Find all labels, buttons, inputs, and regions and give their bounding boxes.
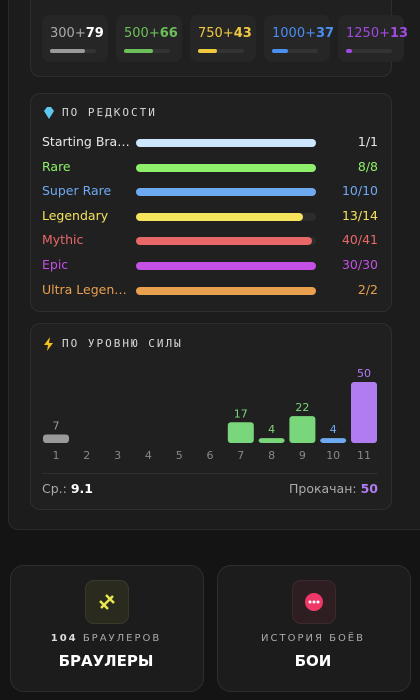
tier-track	[198, 49, 244, 53]
maxed-label: Прокачан:	[288, 481, 357, 496]
x-tick-label: 9	[299, 449, 306, 462]
divider	[42, 473, 378, 474]
x-tick-label: 2	[83, 449, 90, 462]
rarity-label: 8/8	[357, 158, 378, 174]
tier-count: 13	[389, 26, 409, 41]
rarity-label: 13/14	[341, 207, 378, 223]
avg: Ср.: 9.1	[42, 481, 93, 496]
rarity-bar	[136, 286, 316, 295]
x-tick-label: 1	[53, 449, 60, 462]
tier-name: 1000+	[272, 26, 316, 41]
brawlers-title: БРАУЛЕРЫ	[58, 652, 154, 670]
rarity-bar	[136, 262, 316, 270]
avg-label: Ср.:	[42, 481, 67, 496]
tier-text: 1250+13	[346, 26, 408, 41]
power-title: ПО УРОВНЮ СИЛЫ	[62, 337, 183, 350]
rarity-card	[30, 93, 392, 312]
rarity-bar	[136, 212, 304, 221]
x-tick-label: 4	[145, 449, 152, 462]
tier-name: 500+	[124, 26, 160, 41]
brawlers-count: 104	[50, 633, 78, 644]
maxed-value: 50	[360, 481, 378, 496]
x-tick-label: 7	[237, 449, 244, 462]
tier-bar	[198, 49, 218, 53]
tier-count: 79	[85, 26, 104, 41]
tier-count: 43	[233, 26, 252, 41]
tier-bar	[272, 49, 289, 53]
tier-name: 1250+	[346, 26, 390, 41]
bolt-icon	[44, 337, 53, 351]
tier-name: 750+	[198, 26, 234, 41]
x-tick-label: 5	[176, 449, 183, 462]
rarity-label: 40/41	[341, 232, 378, 248]
power-card	[30, 323, 392, 510]
tier-box	[42, 15, 108, 62]
avg-value: 9.1	[70, 481, 93, 496]
x-tick-label: 8	[268, 449, 275, 462]
rarity-bar	[136, 188, 316, 197]
tier-text: 1000+37	[272, 26, 334, 41]
tier-count: 66	[159, 26, 178, 41]
brawler-icon	[85, 580, 129, 624]
value-label: 22	[295, 401, 309, 414]
tier-track	[346, 49, 392, 53]
caption: БРАУЛЕРОВ	[82, 633, 162, 644]
tier-bar	[50, 49, 85, 53]
rarity-bar	[136, 237, 312, 246]
rarity-title: ПО РЕДКОСТИ	[62, 106, 157, 119]
rarity-bar	[136, 139, 316, 147]
tier-text: 750+43	[198, 26, 252, 41]
tier-bar	[124, 49, 154, 53]
rarity-name: Starting Bra…	[42, 134, 130, 149]
battles-title: БОИ	[294, 652, 332, 670]
tier-box	[190, 15, 256, 62]
value-label: 17	[234, 407, 248, 420]
rarity-label: 1/1	[357, 134, 378, 149]
gem-icon	[44, 107, 54, 119]
tier-box	[116, 15, 182, 62]
battles-caption: ИСТОРИЯ БОЁВ	[261, 633, 365, 644]
tier-track	[272, 49, 318, 53]
rarity-name: Mythic	[42, 232, 84, 248]
bar	[351, 382, 377, 443]
tier-count: 37	[315, 26, 335, 41]
rarity-name: Rare	[42, 158, 71, 174]
x-tick-label: 3	[114, 449, 121, 462]
x-tick-label: 11	[357, 449, 371, 462]
maxed: Прокачан: 50	[289, 481, 378, 496]
value-label: 4	[330, 423, 337, 436]
rarity-label: 10/10	[341, 183, 378, 199]
rarity-name: Legendary	[42, 207, 109, 223]
bar	[258, 438, 285, 443]
value-label: 7	[53, 419, 60, 432]
bar	[43, 434, 69, 443]
rarity-name: Super Rare	[42, 183, 112, 199]
rarity-bar	[136, 163, 316, 172]
bar	[227, 422, 254, 443]
tier-text: 500+66	[124, 26, 178, 41]
x-tick-label: 6	[207, 449, 214, 462]
rarity-label: 30/30	[341, 257, 378, 272]
bar	[320, 438, 347, 443]
value-label: 4	[268, 423, 275, 436]
battles-icon	[292, 580, 336, 624]
rarity-name: Epic	[42, 257, 69, 272]
tier-box	[264, 15, 330, 62]
rarity-label: 2/2	[357, 281, 378, 297]
tier-bar	[346, 49, 352, 53]
x-tick-label: 10	[326, 449, 340, 462]
tier-text: 300+79	[50, 26, 104, 41]
brawlers-caption: 104 БРАУЛЕРОВ	[10, 633, 202, 644]
tier-box	[338, 15, 404, 62]
tier-name: 300+	[50, 26, 86, 41]
value-label: 50	[357, 367, 371, 380]
rarity-name: Ultra Legen…	[42, 281, 127, 297]
bar	[289, 416, 316, 443]
